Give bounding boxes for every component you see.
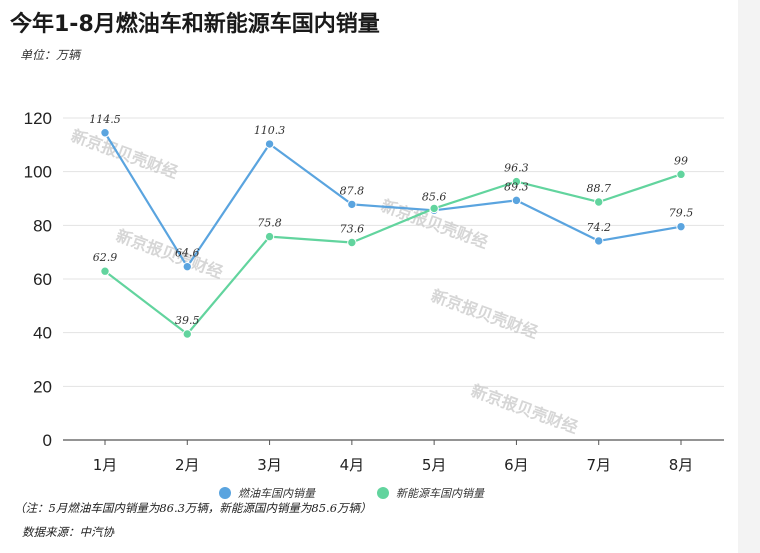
data-label: 39.5 <box>175 314 200 327</box>
data-point <box>100 128 110 138</box>
data-point <box>676 221 686 232</box>
data-point <box>264 139 275 149</box>
watermark: 新京报贝壳财经 <box>429 286 541 342</box>
data-point <box>511 195 522 206</box>
data-point <box>182 261 192 272</box>
legend-marker <box>377 487 389 499</box>
y-tick-label: 120 <box>24 109 52 128</box>
y-tick-label: 100 <box>24 163 52 182</box>
x-tick-label: 2月 <box>175 456 200 474</box>
data-label: 114.5 <box>89 113 121 126</box>
y-tick-label: 40 <box>33 324 52 343</box>
data-source: 数据来源：中汽协 <box>22 525 114 539</box>
x-tick-label: 3月 <box>257 456 282 474</box>
series-line-2 <box>104 173 682 336</box>
data-label: 87.8 <box>340 184 365 197</box>
data-label: 73.6 <box>340 223 365 236</box>
data-point <box>511 176 522 187</box>
unit-label: 单位：万辆 <box>20 48 81 62</box>
data-label: 110.3 <box>254 124 286 137</box>
x-tick-label: 7月 <box>586 456 611 474</box>
data-point <box>594 197 604 207</box>
watermark: 新京报贝壳财经 <box>69 126 181 182</box>
data-point <box>676 169 686 180</box>
footnote: （注：5月燃油车国内销量为86.3万辆，新能源国内销量为85.6万辆） <box>14 501 372 515</box>
data-point <box>429 203 439 214</box>
x-tick-label: 1月 <box>93 456 118 474</box>
data-label: 85.6 <box>422 190 447 203</box>
data-point <box>264 231 275 242</box>
legend-marker <box>219 487 231 499</box>
series-line-1 <box>104 132 682 268</box>
chart-card: 今年1-8月燃油车和新能源车国内销量 单位：万辆 0 20 40 60 80 100 120… <box>0 0 738 553</box>
data-label: 89.3 <box>504 180 529 193</box>
chart-title: 今年1-8月燃油车和新能源车国内销量 <box>10 12 380 37</box>
data-label: 74.2 <box>586 221 611 234</box>
data-label: 64.6 <box>175 247 200 260</box>
data-label: 79.5 <box>669 207 694 220</box>
y-tick-label: 0 <box>43 431 52 450</box>
data-point <box>594 236 604 246</box>
x-tick-label: 8月 <box>669 456 694 474</box>
y-tick-label: 60 <box>33 270 52 289</box>
data-label: 99 <box>674 154 688 167</box>
y-tick-label: 20 <box>33 377 52 396</box>
data-point <box>347 237 357 248</box>
data-point <box>100 266 110 276</box>
watermark: 新京报贝壳财经 <box>469 381 581 437</box>
data-label: 62.9 <box>93 251 118 264</box>
x-tick-label: 5月 <box>422 456 447 474</box>
x-tick-label: 6月 <box>504 456 529 474</box>
legend-label: 燃油车国内销量 <box>238 487 316 500</box>
data-point <box>182 329 192 339</box>
y-tick-label: 80 <box>33 216 52 235</box>
data-label: 88.7 <box>586 182 611 195</box>
x-tick-label: 4月 <box>340 456 365 474</box>
data-label: 75.8 <box>257 217 282 230</box>
data-point <box>347 199 357 210</box>
data-label: 96.3 <box>504 162 529 175</box>
legend-label: 新能源车国内销量 <box>396 487 485 500</box>
